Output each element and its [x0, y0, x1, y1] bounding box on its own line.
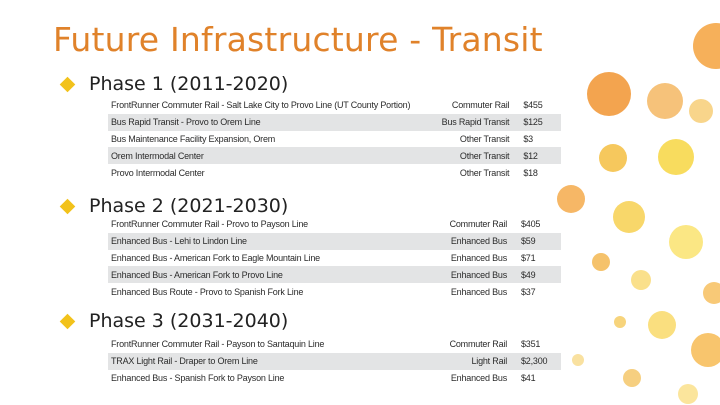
- type-cell: Enhanced Bus: [450, 286, 507, 297]
- phase-3-heading: Phase 3 (2031-2040): [59, 310, 289, 332]
- type-cell: Enhanced Bus: [450, 372, 507, 383]
- table-row: FrontRunner Commuter Rail - Payson to Sa…: [108, 336, 561, 353]
- diamond-bullet-icon: [59, 76, 76, 92]
- project-cell: Enhanced Bus Route - Provo to Spanish Fo…: [111, 286, 304, 297]
- phase-2-table: FrontRunner Commuter Rail - Provo to Pay…: [108, 216, 561, 300]
- cost-cell: $405: [521, 219, 541, 230]
- phase-1-label: Phase 1 (2011-2020): [89, 73, 289, 95]
- type-cell: Other Transit: [459, 133, 510, 144]
- cost-cell: $18: [523, 167, 538, 178]
- table-row: Enhanced Bus - Lehi to Lindon Line Enhanc…: [108, 232, 561, 250]
- project-cell: Enhanced Bus - Lehi to Lindon Line: [108, 232, 408, 250]
- table-row: TRAX Light Rail - Draper to Orem Line Lig…: [108, 352, 561, 370]
- type-cell: Enhanced Bus: [408, 232, 511, 250]
- type-cell: Enhanced Bus: [408, 266, 511, 284]
- phase-3-label: Phase 3 (2031-2040): [89, 310, 289, 332]
- cost-cell: $351: [521, 339, 541, 350]
- project-cell: FrontRunner Commuter Rail - Salt Lake Ci…: [111, 100, 411, 111]
- type-cell: Other Transit: [459, 167, 510, 178]
- phase-3-table: FrontRunner Commuter Rail - Payson to Sa…: [108, 336, 561, 386]
- type-cell: Commuter Rail: [451, 100, 510, 111]
- type-cell: Light Rail: [408, 352, 511, 370]
- type-cell: Enhanced Bus: [450, 252, 507, 263]
- table-row: FrontRunner Commuter Rail - Salt Lake Ci…: [108, 97, 561, 114]
- project-cell: Provo Intermodal Center: [111, 167, 205, 178]
- project-cell: FrontRunner Commuter Rail - Provo to Pay…: [111, 219, 308, 230]
- phase-1-heading: Phase 1 (2011-2020): [59, 73, 289, 95]
- phase-2-label: Phase 2 (2021-2030): [89, 195, 289, 217]
- page-title: Future Infrastructure - Transit: [53, 20, 543, 59]
- cost-cell: $49: [511, 266, 561, 284]
- phase-2-heading: Phase 2 (2021-2030): [59, 195, 289, 217]
- project-cell: TRAX Light Rail - Draper to Orem Line: [108, 352, 408, 370]
- project-cell: Bus Maintenance Facility Expansion, Orem: [111, 133, 276, 144]
- project-cell: FrontRunner Commuter Rail - Payson to Sa…: [111, 339, 325, 350]
- table-row: Enhanced Bus - American Fork to Provo Li…: [108, 266, 561, 284]
- cost-cell: $2,300: [511, 352, 561, 370]
- phase-1-table: FrontRunner Commuter Rail - Salt Lake Ci…: [108, 97, 561, 181]
- type-cell: Other Transit: [414, 147, 514, 165]
- project-cell: Bus Rapid Transit - Provo to Orem Line: [108, 113, 415, 131]
- project-cell: Enhanced Bus - Spanish Fork to Payson Li…: [111, 372, 285, 383]
- project-cell: Enhanced Bus - American Fork to Provo Li…: [108, 266, 408, 284]
- cost-cell: $41: [521, 372, 536, 383]
- type-cell: Commuter Rail: [449, 219, 508, 230]
- table-row: Provo Intermodal Center Other Transit $18: [108, 164, 561, 181]
- project-cell: Enhanced Bus - American Fork to Eagle Mo…: [111, 252, 320, 263]
- type-cell: Commuter Rail: [449, 339, 508, 350]
- cost-cell: $3: [523, 133, 533, 144]
- table-row: Bus Maintenance Facility Expansion, Orem…: [108, 131, 561, 148]
- cost-cell: $455: [523, 100, 543, 111]
- cost-cell: $59: [511, 232, 561, 250]
- cost-cell: $71: [521, 252, 536, 263]
- table-row: Enhanced Bus - Spanish Fork to Payson Li…: [108, 370, 561, 387]
- type-cell: Bus Rapid Transit: [414, 113, 514, 131]
- diamond-bullet-icon: [59, 313, 76, 329]
- cost-cell: $37: [521, 286, 536, 297]
- table-row: FrontRunner Commuter Rail - Provo to Pay…: [108, 216, 561, 233]
- table-row: Orem Intermodal Center Other Transit $12: [108, 147, 561, 165]
- table-row: Bus Rapid Transit - Provo to Orem Line Bu…: [108, 113, 561, 131]
- table-row: Enhanced Bus Route - Provo to Spanish Fo…: [108, 283, 561, 300]
- table-row: Enhanced Bus - American Fork to Eagle Mo…: [108, 250, 561, 267]
- cost-cell: $125: [513, 113, 561, 131]
- project-cell: Orem Intermodal Center: [108, 147, 415, 165]
- cost-cell: $12: [513, 147, 561, 165]
- diamond-bullet-icon: [59, 198, 76, 214]
